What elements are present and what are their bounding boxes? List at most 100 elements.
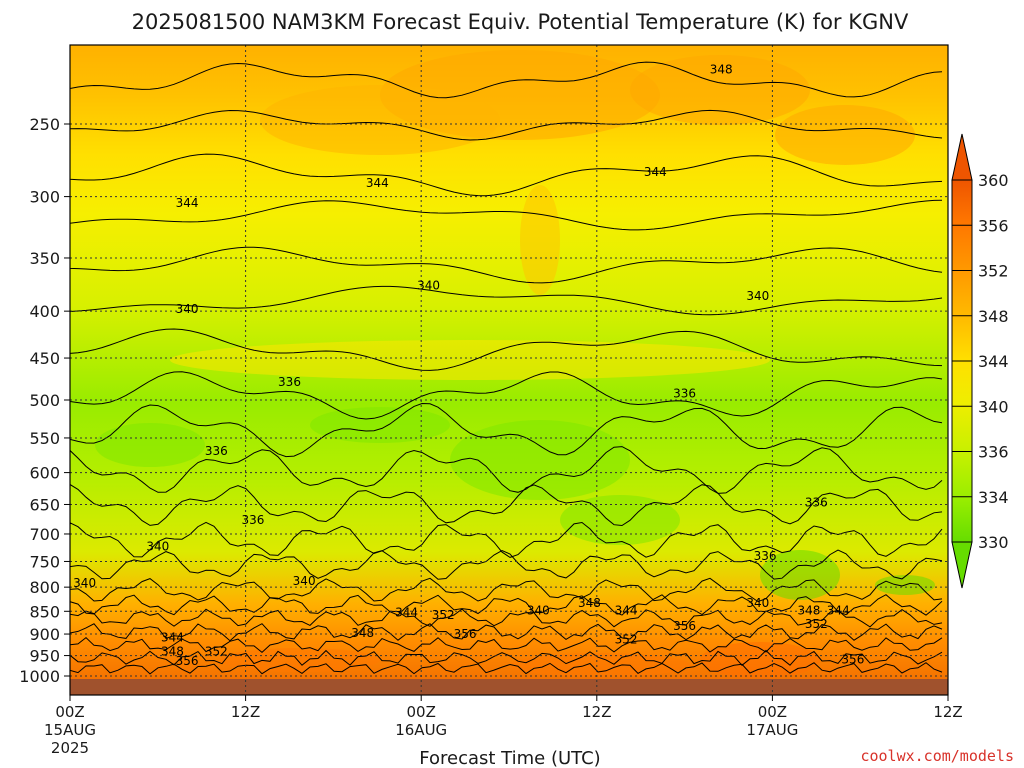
x-tick-label: 00Z — [758, 703, 787, 721]
y-tick-label: 850 — [29, 602, 60, 621]
x-axis-label: Forecast Time (UTC) — [419, 748, 600, 768]
anomaly-blob — [700, 642, 820, 678]
contour-line — [70, 446, 943, 494]
colorbar: 330 334 336 340 344 348 352 356 360 — [951, 133, 1009, 589]
grid-lines — [70, 45, 948, 695]
contour-line — [70, 371, 943, 420]
contour-line — [70, 328, 943, 371]
anomaly-blob — [310, 407, 450, 443]
y-tick-label: 1000 — [19, 667, 60, 686]
contour-label: 340 — [746, 289, 769, 303]
contour-label: 344 — [395, 606, 418, 620]
contour-label: 356 — [454, 627, 477, 641]
x-tick-label: 12Z — [582, 703, 611, 721]
anomaly-blob — [260, 85, 500, 155]
contour-line — [70, 402, 943, 458]
y-axis: 250 300 350 400 450 500 550 600 650 700 750 800 850 9… — [19, 115, 70, 686]
y-tick-label: 450 — [29, 349, 60, 368]
contour-label: 344 — [827, 603, 850, 617]
contour-label: 340 — [417, 278, 440, 292]
x-tick-year: 2025 — [51, 739, 89, 757]
x-tick-label: 12Z — [933, 703, 962, 721]
credit-text[interactable]: coolwx.com/models — [860, 747, 1014, 765]
contour-line — [70, 61, 943, 99]
contour-label: 352 — [205, 644, 228, 658]
contour-label: 344 — [176, 196, 199, 210]
x-tick-date: 16AUG — [395, 721, 447, 739]
contour-line — [70, 608, 943, 628]
colorbar-label: 340 — [978, 397, 1009, 416]
y-tick-label: 750 — [29, 552, 60, 571]
y-tick-label: 350 — [29, 249, 60, 268]
plot-frame — [69, 44, 949, 696]
contour-label: 344 — [644, 165, 667, 179]
contour-line — [70, 109, 943, 141]
contour-label: 352 — [432, 608, 455, 622]
contour-line — [70, 483, 943, 527]
chart-title: 2025081500 NAM3KM Forecast Equiv. Potent… — [132, 10, 909, 34]
contour-label: 340 — [527, 603, 550, 617]
contour-label: 336 — [205, 444, 228, 458]
contour-label: 340 — [73, 576, 96, 590]
contour-label: 344 — [615, 603, 638, 617]
contour-label: 336 — [278, 375, 301, 389]
contour-label: 340 — [293, 574, 316, 588]
contour-label: 340 — [746, 596, 769, 610]
contour-line — [70, 636, 943, 654]
colorbar-label: 334 — [978, 488, 1009, 507]
anomaly-blob — [220, 648, 380, 672]
contour-label: 336 — [673, 387, 696, 401]
contour-label: 352 — [615, 632, 638, 646]
contour-label: 336 — [805, 496, 828, 510]
contour-label: 356 — [176, 654, 199, 668]
x-tick-label: 00Z — [407, 703, 436, 721]
contour-line — [70, 153, 943, 197]
colorbar-label: 330 — [978, 533, 1009, 552]
y-tick-label: 600 — [29, 464, 60, 483]
anomaly-blob — [560, 495, 680, 545]
y-tick-label: 500 — [29, 391, 60, 410]
x-tick-date: 15AUG — [44, 721, 96, 739]
anomaly-blob — [630, 55, 810, 125]
y-tick-label: 300 — [29, 188, 60, 207]
colorbar-label: 336 — [978, 443, 1009, 462]
colorbar-label: 360 — [978, 171, 1009, 190]
colorbar-bottom-arrow — [951, 541, 973, 589]
y-tick-label: 250 — [29, 115, 60, 134]
colorbar-label: 344 — [978, 352, 1009, 371]
contour-line — [70, 285, 943, 316]
x-tick-date: 17AUG — [746, 721, 798, 739]
y-tick-label: 650 — [29, 495, 60, 514]
contour-label: 340 — [176, 302, 199, 316]
contour-lines — [70, 61, 943, 675]
contour-line — [70, 662, 943, 675]
contour-label: 356 — [841, 653, 864, 667]
contour-line — [70, 549, 943, 580]
colorbar-label: 348 — [978, 307, 1009, 326]
contour-label: 356 — [673, 619, 696, 633]
contour-label: 340 — [146, 539, 169, 553]
x-tick-label: 12Z — [231, 703, 260, 721]
anomaly-blob — [775, 105, 915, 165]
contour-line — [70, 246, 943, 284]
colorbar-label: 356 — [978, 216, 1009, 235]
anomaly-blob — [450, 420, 630, 500]
contour-label: 348 — [578, 596, 601, 610]
anomaly-blob — [95, 423, 205, 467]
anomaly-blob — [170, 340, 770, 380]
contour-label: 336 — [241, 513, 264, 527]
contour-line — [70, 594, 943, 616]
anomaly-blob — [520, 185, 560, 295]
y-tick-label: 700 — [29, 525, 60, 544]
y-tick-label: 900 — [29, 625, 60, 644]
contour-label: 348 — [351, 626, 374, 640]
contour-label: 352 — [805, 617, 828, 631]
contour-line — [70, 577, 943, 603]
y-tick-label: 950 — [29, 647, 60, 666]
y-tick-label: 550 — [29, 429, 60, 448]
y-tick-label: 800 — [29, 578, 60, 597]
contour-line — [70, 521, 943, 558]
contour-label: 348 — [798, 603, 821, 617]
